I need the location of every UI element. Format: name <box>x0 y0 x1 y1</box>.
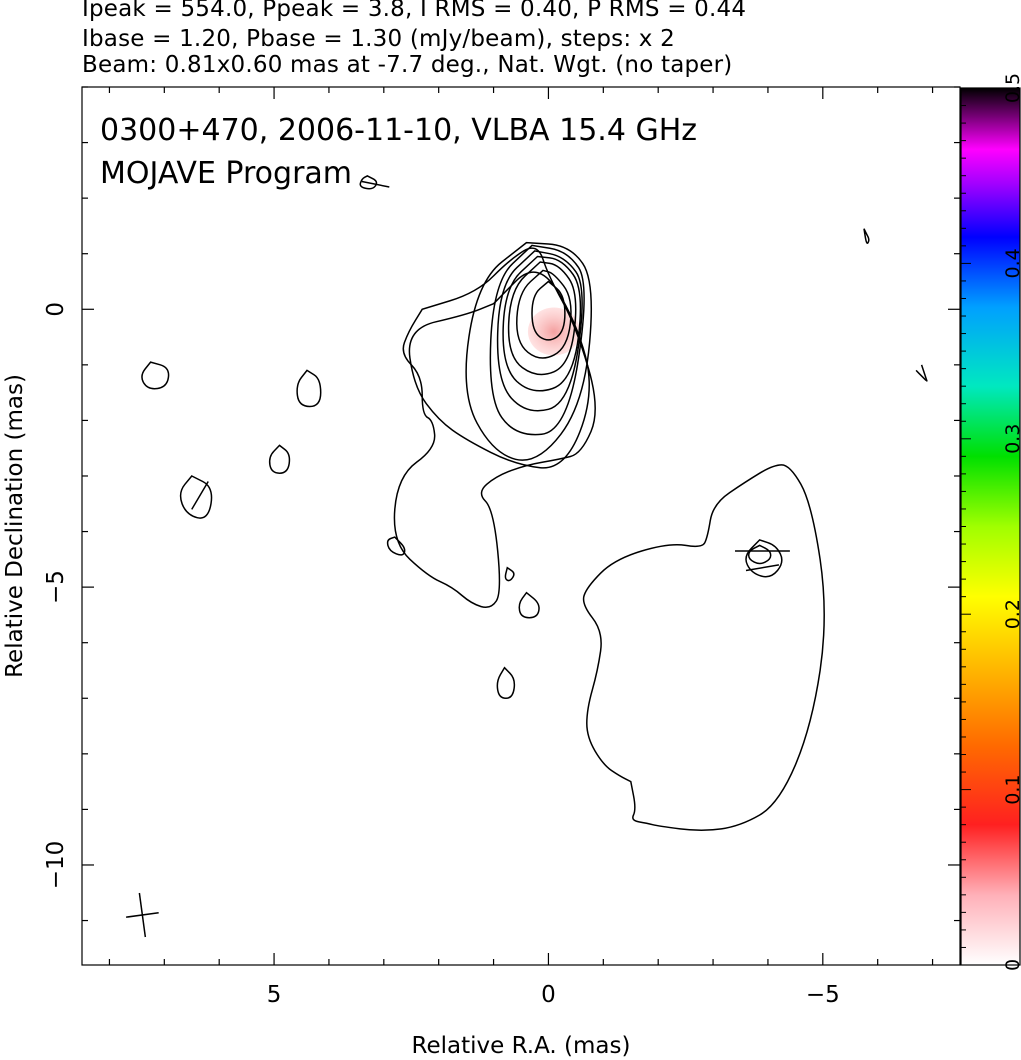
polarized-intensity-patch <box>527 307 580 356</box>
colorbar-tick-label: 0.4 <box>1002 248 1021 278</box>
beam-cross <box>125 892 159 938</box>
outer-contour-4 <box>141 361 170 390</box>
outer-contour-13 <box>863 228 870 245</box>
core-contour-0 <box>531 280 566 341</box>
plot-frame <box>81 86 961 966</box>
outer-contour-14 <box>915 369 927 381</box>
core-contour-1 <box>516 269 572 359</box>
outer-contour-9 <box>359 175 378 190</box>
outer-contour-0 <box>393 247 596 609</box>
colorbar-tick-label: 0.5 <box>1002 73 1021 103</box>
header-line-2: Ibase = 1.20, Pbase = 1.30 (mJy/beam), s… <box>82 26 675 52</box>
header-line-3: Beam: 0.81x0.60 mas at -7.7 deg., Nat. W… <box>82 52 733 78</box>
plot-area <box>125 175 928 938</box>
outer-contour-10 <box>518 591 540 619</box>
outer-contour-12 <box>504 566 515 582</box>
chart-subtitle: MOJAVE Program <box>100 156 352 191</box>
core-contour-7 <box>408 271 590 469</box>
colorbar <box>960 87 1021 966</box>
y-axis-label: Relative Declination (mas) <box>2 374 28 678</box>
core-contour-5 <box>489 244 585 436</box>
x-tick-label: 0 <box>541 982 556 1008</box>
core-contour-4 <box>496 250 583 412</box>
y-tick-labels: 0 −5 −10 <box>43 302 69 889</box>
outer-contour-3 <box>747 544 772 565</box>
x-tick-label: −5 <box>806 982 840 1008</box>
core-contour-2 <box>507 261 577 376</box>
colorbar-tick-label: 0.3 <box>1002 424 1021 454</box>
y-tick-label: −10 <box>43 841 69 890</box>
beam-minor-axis <box>125 912 159 918</box>
evpa-tick-1 <box>361 180 390 188</box>
chart-title: 0300+470, 2006-11-10, VLBA 15.4 GHz <box>100 113 697 148</box>
outer-contour-8 <box>386 536 406 556</box>
outer-contour-2 <box>745 539 783 578</box>
core-contour-6 <box>465 241 593 461</box>
colorbar-tick-label: 0.2 <box>1002 599 1021 629</box>
y-tick-label: −5 <box>43 570 69 604</box>
header-line-1: Ipeak = 554.0, Ppeak = 3.8, I RMS = 0.40… <box>82 0 747 22</box>
colorbar-tick-label: 0 <box>1002 959 1021 971</box>
evpa-tick-4 <box>920 364 928 382</box>
y-tick-label: 0 <box>43 302 69 317</box>
evpa-tick-3 <box>745 564 780 572</box>
outer-contour-1 <box>582 464 825 831</box>
outer-contour-7 <box>268 444 291 474</box>
colorbar-ticks: 0 0.1 0.2 0.3 0.4 0.5 <box>961 73 1021 971</box>
outer-contour-11 <box>496 666 516 700</box>
colorbar-tick-label: 0.1 <box>1002 774 1021 804</box>
axis-ticks <box>82 86 960 965</box>
x-tick-labels: 5 0 −5 <box>267 982 840 1008</box>
evpa-tick-0 <box>191 481 209 510</box>
outer-contour-5 <box>179 475 213 519</box>
x-tick-label: 5 <box>267 982 282 1008</box>
x-axis-label: Relative R.A. (mas) <box>412 1033 631 1059</box>
outer-contour-6 <box>296 369 322 408</box>
